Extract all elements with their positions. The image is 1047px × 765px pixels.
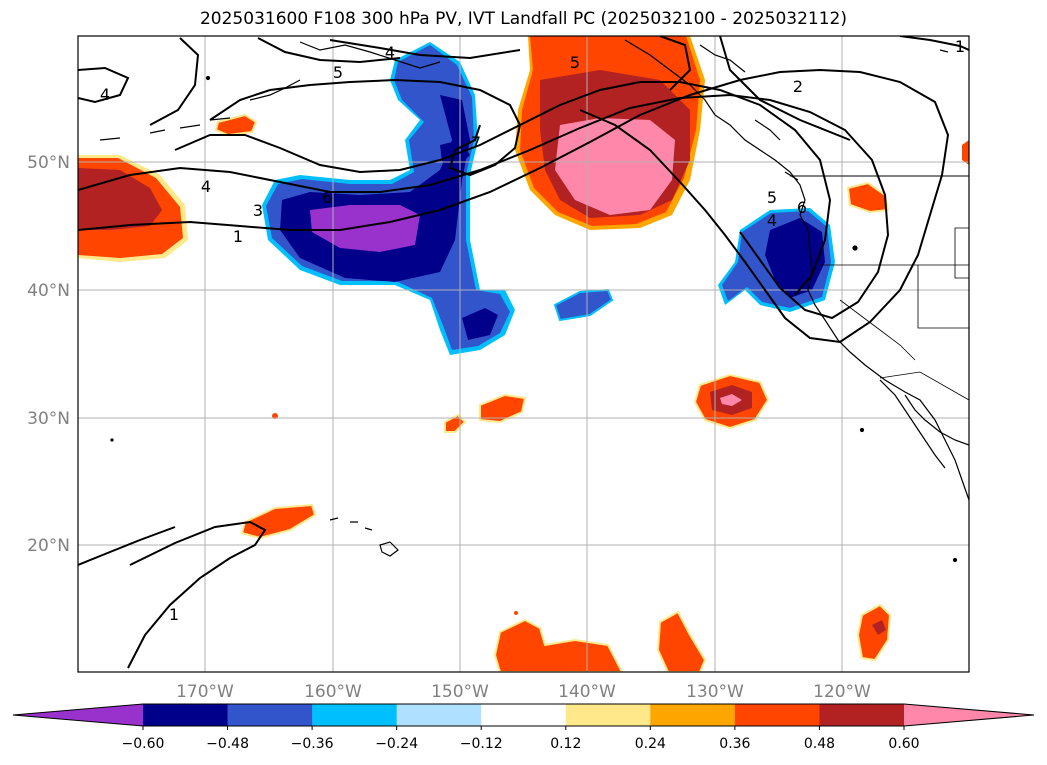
contour-label: 4 [767, 211, 777, 230]
warm-anomaly-gulf-of-alaska [515, 36, 705, 230]
contour-label: 5 [570, 53, 580, 72]
colorbar-tick-label: −0.36 [291, 736, 334, 752]
lat-label: 50°N [27, 153, 70, 173]
contour-label: 7 [471, 133, 481, 152]
coastlines [99, 39, 969, 563]
contour-label: 4 [201, 177, 211, 196]
colorbar-segment [565, 704, 651, 726]
colorbar-segment [734, 704, 820, 726]
colorbar-segment [312, 704, 398, 726]
warm-blob-130w [693, 373, 770, 430]
colorbar-segment [396, 704, 482, 726]
colorbar-tick-label: −0.60 [122, 736, 165, 752]
warm-blob-165w [214, 113, 258, 137]
lon-label: 160°W [304, 682, 362, 702]
contour-label: 5 [767, 188, 777, 207]
contour-labels: 4 5 4 4 3 1 6 7 5 1 2 5 6 4 1 [100, 37, 965, 624]
colorbar-segment [819, 704, 905, 726]
lon-label: 120°W [813, 682, 871, 702]
warm-blobs-south [493, 603, 892, 672]
warm-blob-115w [846, 181, 890, 214]
colorbar-tick-label: 0.12 [550, 736, 581, 752]
contour-label: 1 [955, 37, 965, 56]
contour-label: 4 [100, 85, 110, 104]
longitude-labels: 170°W 160°W 150°W 140°W 130°W 120°W [176, 682, 871, 702]
warm-blob-subtropics [240, 503, 317, 540]
contour-label: 6 [322, 188, 332, 207]
contour-label: 1 [233, 227, 243, 246]
contour-label: 2 [793, 77, 803, 96]
colorbar-segment [481, 704, 567, 726]
graticule [78, 36, 969, 672]
warm-blob-right-edge [962, 140, 969, 165]
lat-label: 40°N [27, 281, 70, 301]
colorbar-extend-high [904, 704, 1034, 726]
lon-label: 170°W [176, 682, 234, 702]
colorbar-tick-label: 0.36 [719, 736, 750, 752]
plot-frame [77, 35, 970, 673]
colorbar-tick-label: −0.12 [460, 736, 503, 752]
lon-label: 140°W [558, 682, 616, 702]
lon-label: 150°W [431, 682, 489, 702]
colorbar-segment [650, 704, 736, 726]
colorbar-tick-label: −0.24 [375, 736, 418, 752]
map-title: 2025031600 F108 300 hPa PV, IVT Landfall… [199, 9, 847, 29]
colorbar-tick-label: −0.48 [206, 736, 249, 752]
colorbar-tick-label: 0.48 [804, 736, 835, 752]
cold-anomaly-central-pacific [262, 42, 515, 355]
contour-label: 1 [169, 605, 179, 624]
contour-label: 5 [333, 63, 343, 82]
pv-contours [78, 36, 969, 669]
lon-label: 130°W [686, 682, 744, 702]
colorbar-segment [143, 704, 229, 726]
cold-anomaly-west-coast [718, 208, 835, 312]
latitude-labels: 50°N 40°N 30°N 20°N [27, 153, 70, 556]
colorbar: −0.60 −0.48 −0.36 −0.24 −0.12 0.12 0.24 0.36 0.4… [12, 703, 1035, 752]
contour-label: 6 [797, 198, 807, 217]
contour-label: 3 [253, 201, 263, 220]
lat-label: 30°N [27, 409, 70, 429]
colorbar-tick-label: 0.60 [888, 736, 919, 752]
colorbar-segment [227, 704, 313, 726]
warm-blob-145w [479, 393, 527, 424]
colorbar-tick-label: 0.24 [635, 736, 666, 752]
cold-blob-140w [553, 288, 614, 322]
lat-label: 20°N [27, 536, 70, 556]
contour-label: 4 [385, 43, 395, 62]
colorbar-extend-low [13, 704, 143, 726]
